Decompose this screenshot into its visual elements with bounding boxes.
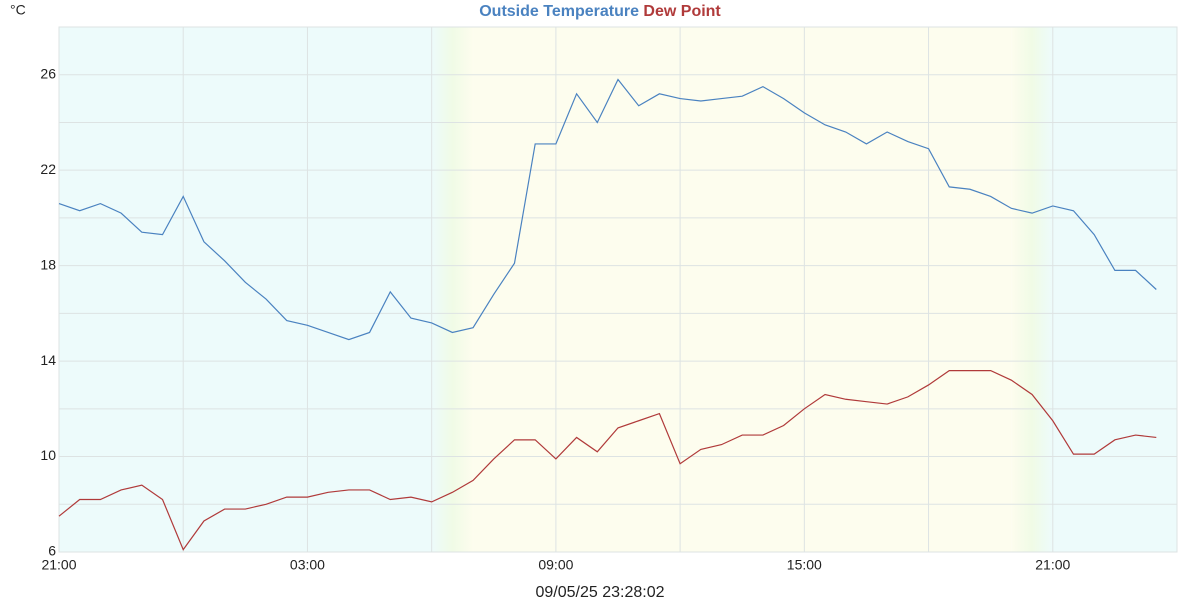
y-tick-label: 18 [40, 256, 56, 272]
legend-entry: Outside Temperature [479, 3, 639, 20]
unit-label: °C [10, 2, 26, 18]
day-band [473, 27, 1012, 552]
footer: 09/05/25 23:28:02 [535, 584, 664, 600]
dawn-band [431, 27, 474, 552]
y-tick-label: 6 [48, 543, 56, 559]
background [59, 27, 1177, 552]
y-tick-label: 10 [40, 447, 56, 463]
night-band [1052, 27, 1177, 552]
legend-entry: Dew Point [643, 3, 721, 20]
dusk-band [1011, 27, 1053, 552]
x-tick-label: 15:00 [787, 557, 822, 573]
x-tick-label: 21:00 [1035, 557, 1070, 573]
x-tick-label: 09:00 [538, 557, 573, 573]
y-tick-label: 14 [40, 352, 56, 368]
y-tick-label: 22 [40, 161, 56, 177]
night-band [59, 27, 432, 552]
x-tick-label: 03:00 [290, 557, 325, 573]
y-tick-label: 26 [40, 65, 56, 81]
series-line [58, 78, 1157, 341]
series-line [58, 370, 1157, 551]
x-tick-label: 21:00 [41, 557, 76, 573]
legend: Outside Temperature Dew Point [479, 3, 721, 20]
